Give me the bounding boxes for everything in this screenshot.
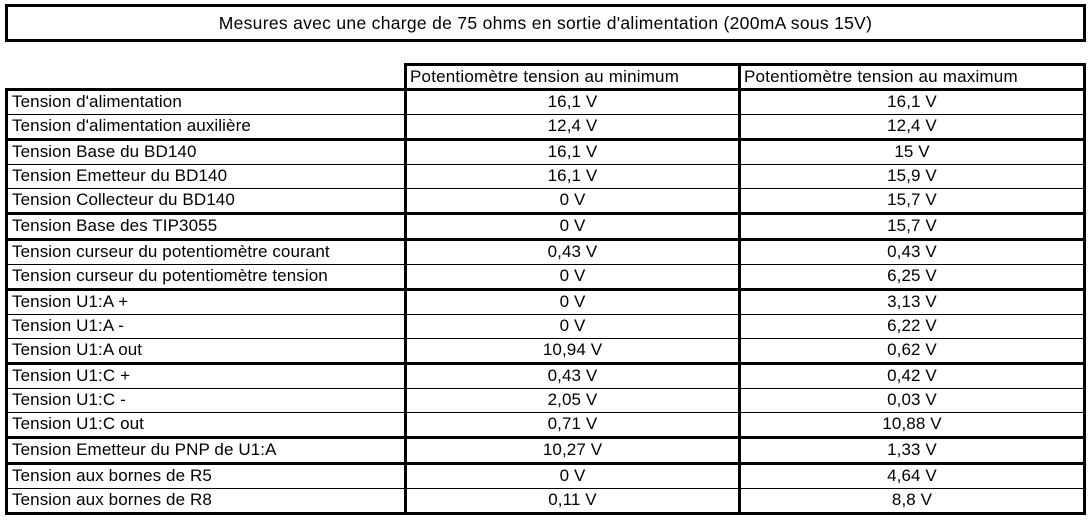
min-value: 16,1 V: [407, 91, 741, 114]
min-value: 0,71 V: [407, 413, 741, 436]
row-label: Tension U1:C +: [8, 365, 407, 388]
table-row: Tension U1:C - 2,05 V 0,03 V: [8, 389, 1083, 413]
max-value: 0,03 V: [887, 390, 937, 409]
row-label: Tension U1:A -: [8, 315, 407, 338]
max-value: 4,64 V: [887, 466, 937, 485]
table-row: Tension Base des TIP3055 0 V 15,7 V: [8, 215, 1083, 241]
row-label: Tension Collecteur du BD140: [8, 189, 407, 212]
max-value: 15,7 V: [887, 216, 937, 235]
table-row: Tension d'alimentation 16,1 V 16,1 V: [8, 91, 1083, 115]
min-value: 2,05 V: [407, 389, 741, 412]
measurement-title-text: Mesures avec une charge de 75 ohms en so…: [218, 12, 873, 33]
measurements-table: Tension d'alimentation 16,1 V 16,1 V Ten…: [5, 88, 1086, 515]
table-row: Tension aux bornes de R8 0,11 V 8,8 V: [8, 489, 1083, 512]
row-label: Tension U1:A +: [8, 291, 407, 314]
row-label: Tension curseur du potentiomètre courant: [8, 241, 407, 264]
min-value: 0 V: [407, 189, 741, 212]
row-label: Tension aux bornes de R5: [8, 465, 407, 488]
column-header-max: Potentiomètre tension au maximum: [741, 63, 1086, 88]
max-value: 15 V: [894, 142, 930, 161]
table-row: Tension U1:A + 0 V 3,13 V: [8, 291, 1083, 315]
max-value: 3,13 V: [887, 292, 937, 311]
row-label: Tension U1:C -: [8, 389, 407, 412]
row-label: Tension d'alimentation auxilière: [8, 115, 407, 138]
row-label: Tension curseur du potentiomètre tension: [8, 265, 407, 288]
max-value: 1,33 V: [887, 440, 937, 459]
row-label: Tension Base des TIP3055: [8, 215, 407, 238]
max-value: 15,7 V: [887, 190, 937, 209]
max-value: 8,8 V: [891, 490, 933, 509]
table-row: Tension Emetteur du BD140 16,1 V 15,9 V: [8, 165, 1083, 189]
row-label: Tension Base du BD140: [8, 141, 407, 164]
min-value: 10,27 V: [407, 439, 741, 462]
row-label: Tension Emetteur du BD140: [8, 165, 407, 188]
min-value: 0 V: [407, 265, 741, 288]
table-row: Tension curseur du potentiomètre courant…: [8, 241, 1083, 265]
table-row: Tension U1:A - 0 V 6,22 V: [8, 315, 1083, 339]
row-label: Tension U1:A out: [8, 339, 407, 362]
min-value: 12,4 V: [407, 115, 741, 138]
max-value: 6,22 V: [887, 316, 937, 335]
max-value: 16,1 V: [887, 92, 937, 111]
min-value: 0,11 V: [407, 489, 741, 512]
measurement-title: Mesures avec une charge de 75 ohms en so…: [5, 4, 1086, 42]
min-value: 0 V: [407, 315, 741, 338]
max-value: 15,9 V: [887, 166, 937, 185]
row-label: Tension U1:C out: [8, 413, 407, 436]
max-value: 0,42 V: [887, 366, 937, 385]
row-label: Tension aux bornes de R8: [8, 489, 407, 512]
min-value: 0,43 V: [407, 241, 741, 264]
table-header-spacer: [5, 63, 404, 88]
table-header-row: Potentiomètre tension au minimum Potenti…: [5, 63, 1086, 88]
max-value: 6,25 V: [887, 266, 937, 285]
table-row: Tension U1:A out 10,94 V 0,62 V: [8, 339, 1083, 365]
table-row: Tension Base du BD140 16,1 V 15 V: [8, 141, 1083, 165]
min-value: 16,1 V: [407, 141, 741, 164]
row-label: Tension Emetteur du PNP de U1:A: [8, 439, 407, 462]
table-row: Tension d'alimentation auxilière 12,4 V …: [8, 115, 1083, 141]
min-value: 0 V: [407, 215, 741, 238]
min-value: 16,1 V: [407, 165, 741, 188]
min-value: 10,94 V: [407, 339, 741, 362]
min-value: 0 V: [407, 465, 741, 488]
max-value: 0,43 V: [887, 242, 937, 261]
table-row: Tension curseur du potentiomètre tension…: [8, 265, 1083, 291]
max-value: 10,88 V: [882, 414, 942, 433]
table-row: Tension U1:C out 0,71 V 10,88 V: [8, 413, 1083, 439]
table-row: Tension U1:C + 0,43 V 0,42 V: [8, 365, 1083, 389]
row-label: Tension d'alimentation: [8, 91, 407, 114]
min-value: 0 V: [407, 291, 741, 314]
max-value: 0,62 V: [887, 340, 937, 359]
column-header-min: Potentiomètre tension au minimum: [404, 63, 741, 88]
max-value: 12,4 V: [887, 116, 937, 135]
table-row: Tension Emetteur du PNP de U1:A 10,27 V …: [8, 439, 1083, 465]
table-row: Tension Collecteur du BD140 0 V 15,7 V: [8, 189, 1083, 215]
min-value: 0,43 V: [407, 365, 741, 388]
table-row: Tension aux bornes de R5 0 V 4,64 V: [8, 465, 1083, 489]
